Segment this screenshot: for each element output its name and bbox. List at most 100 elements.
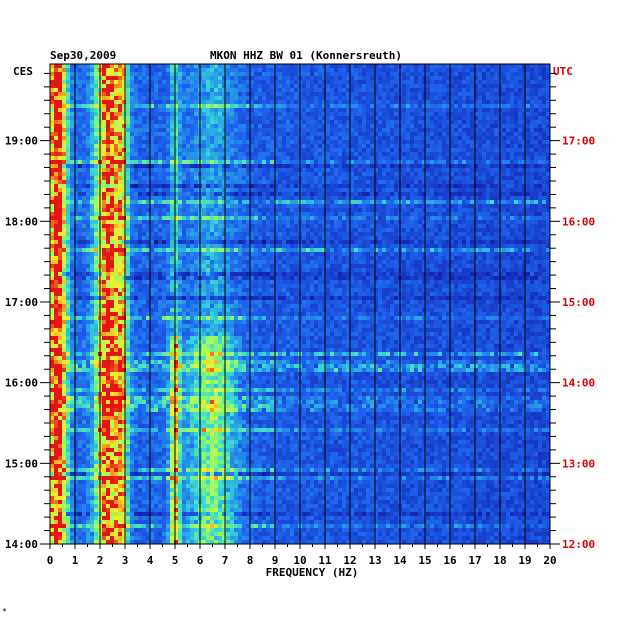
spectrogram-cell bbox=[190, 176, 195, 181]
spectrogram-cell bbox=[358, 164, 363, 169]
spectrogram-cell bbox=[522, 196, 527, 201]
spectrogram-cell bbox=[74, 220, 79, 225]
spectrogram-cell bbox=[218, 204, 223, 209]
spectrogram-cell bbox=[266, 132, 271, 137]
spectrogram-cell bbox=[206, 112, 211, 117]
spectrogram-cell bbox=[102, 156, 107, 161]
spectrogram-cell bbox=[470, 144, 475, 149]
spectrogram-cell bbox=[58, 80, 63, 85]
spectrogram-cell bbox=[110, 124, 115, 129]
spectrogram-cell bbox=[218, 168, 223, 173]
spectrogram-cell bbox=[114, 136, 119, 141]
spectrogram-cell bbox=[82, 136, 87, 141]
spectrogram-cell bbox=[466, 180, 471, 185]
spectrogram-cell bbox=[334, 112, 339, 117]
spectrogram-cell bbox=[114, 80, 119, 85]
spectrogram-cell bbox=[326, 160, 331, 165]
spectrogram-cell bbox=[318, 108, 323, 113]
spectrogram-cell bbox=[50, 76, 55, 81]
spectrogram-cell bbox=[334, 180, 339, 185]
spectrogram-cell bbox=[386, 88, 391, 93]
spectrogram-cell bbox=[194, 152, 199, 157]
spectrogram-cell bbox=[294, 80, 299, 85]
spectrogram-cell bbox=[226, 72, 231, 77]
spectrogram-cell bbox=[182, 168, 187, 173]
spectrogram-cell bbox=[94, 144, 99, 149]
spectrogram-cell bbox=[370, 180, 375, 185]
spectrogram-cell bbox=[478, 112, 483, 117]
spectrogram-cell bbox=[242, 156, 247, 161]
spectrogram-cell bbox=[546, 164, 551, 169]
spectrogram-cell bbox=[330, 128, 335, 133]
spectrogram-cell bbox=[534, 196, 539, 201]
spectrogram-cell bbox=[86, 204, 91, 209]
spectrogram-cell bbox=[54, 116, 59, 121]
spectrogram-cell bbox=[506, 172, 511, 177]
spectrogram-cell bbox=[490, 80, 495, 85]
spectrogram-cell bbox=[174, 176, 179, 181]
spectrogram-cell bbox=[454, 208, 459, 213]
spectrogram-cell bbox=[438, 200, 443, 205]
spectrogram-cell bbox=[178, 72, 183, 77]
spectrogram-cell bbox=[394, 124, 399, 129]
spectrogram-cell bbox=[478, 76, 483, 81]
spectrogram-cell bbox=[94, 184, 99, 189]
spectrogram-cell bbox=[494, 220, 499, 225]
spectrogram-cell bbox=[334, 176, 339, 181]
spectrogram-cell bbox=[210, 220, 215, 225]
spectrogram-cell bbox=[166, 104, 171, 109]
spectrogram-cell bbox=[126, 132, 131, 137]
spectrogram-cell bbox=[150, 204, 155, 209]
spectrogram-cell bbox=[90, 172, 95, 177]
spectrogram-cell bbox=[382, 140, 387, 145]
spectrogram-cell bbox=[466, 112, 471, 117]
spectrogram-cell bbox=[502, 200, 507, 205]
spectrogram-cell bbox=[434, 124, 439, 129]
spectrogram-cell bbox=[486, 120, 491, 125]
spectrogram-cell bbox=[146, 64, 151, 69]
spectrogram-cell bbox=[218, 200, 223, 205]
spectrogram-cell bbox=[534, 160, 539, 165]
spectrogram-cell bbox=[78, 128, 83, 133]
spectrogram-cell bbox=[202, 100, 207, 105]
spectrogram-cell bbox=[214, 88, 219, 93]
spectrogram-cell bbox=[342, 160, 347, 165]
spectrogram-cell bbox=[418, 92, 423, 97]
spectrogram-cell bbox=[90, 108, 95, 113]
spectrogram-cell bbox=[382, 120, 387, 125]
spectrogram-cell bbox=[238, 176, 243, 181]
spectrogram-cell bbox=[518, 204, 523, 209]
spectrogram-cell bbox=[446, 108, 451, 113]
spectrogram-cell bbox=[330, 80, 335, 85]
spectrogram-cell bbox=[226, 64, 231, 69]
spectrogram-cell bbox=[190, 104, 195, 109]
spectrogram-cell bbox=[322, 184, 327, 189]
spectrogram-cell bbox=[242, 88, 247, 93]
spectrogram-cell bbox=[358, 128, 363, 133]
spectrogram-cell bbox=[466, 176, 471, 181]
spectrogram-cell bbox=[114, 140, 119, 145]
spectrogram-cell bbox=[438, 152, 443, 157]
spectrogram-cell bbox=[246, 72, 251, 77]
spectrogram-cell bbox=[358, 204, 363, 209]
spectrogram-cell bbox=[334, 92, 339, 97]
spectrogram-cell bbox=[326, 72, 331, 77]
spectrogram-cell bbox=[406, 168, 411, 173]
spectrogram-cell bbox=[350, 136, 355, 141]
spectrogram-cell bbox=[282, 188, 287, 193]
spectrogram-cell bbox=[494, 92, 499, 97]
spectrogram-cell bbox=[250, 104, 255, 109]
spectrogram-cell bbox=[50, 80, 55, 85]
spectrogram-cell bbox=[286, 96, 291, 101]
spectrogram-cell bbox=[126, 120, 131, 125]
spectrogram-cell bbox=[238, 104, 243, 109]
spectrogram-cell bbox=[522, 152, 527, 157]
spectrogram-cell bbox=[262, 88, 267, 93]
spectrogram-cell bbox=[306, 184, 311, 189]
spectrogram-cell bbox=[482, 128, 487, 133]
spectrogram-cell bbox=[102, 144, 107, 149]
spectrogram-cell bbox=[262, 212, 267, 217]
spectrogram-cell bbox=[330, 164, 335, 169]
spectrogram-cell bbox=[294, 212, 299, 217]
spectrogram-cell bbox=[90, 72, 95, 77]
